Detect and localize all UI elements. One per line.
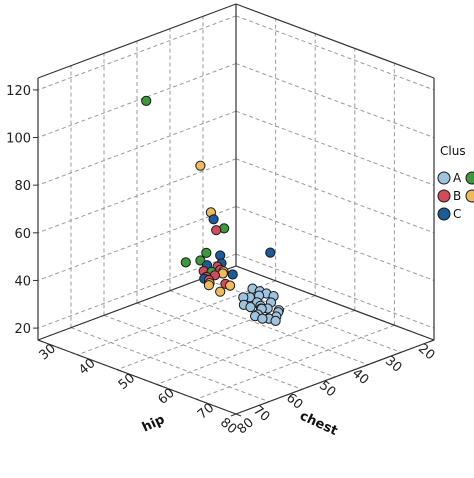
wall-gridline-z-left [37, 63, 237, 139]
data-point [195, 160, 206, 171]
legend-label: C [453, 207, 461, 221]
data-point [211, 225, 222, 236]
chest-tick [329, 376, 336, 380]
data-point [180, 257, 191, 268]
floor-gridline-hip [156, 309, 355, 385]
data-point [215, 286, 226, 297]
legend-label: B [453, 189, 461, 203]
chest-tick-label: 70 [250, 403, 272, 425]
wall-gridline-z-right [235, 158, 435, 234]
data-point [225, 280, 236, 291]
legend-marker [437, 171, 451, 185]
z-tick-label: 80 [14, 179, 31, 194]
z-tick-label: 20 [14, 322, 31, 337]
wall-gridline-z-right [235, 110, 435, 186]
legend-title: Clus [440, 144, 466, 158]
legend-label: A [453, 171, 462, 185]
chest-tick [428, 339, 435, 343]
hip-tick [37, 339, 44, 343]
chest-tick-label: 30 [382, 354, 404, 376]
data-point [208, 214, 219, 225]
chest-tick-label: 40 [349, 366, 371, 388]
hip-tick-label: 40 [76, 356, 98, 378]
wall-gridline-z-right [235, 205, 435, 281]
data-point [141, 95, 152, 107]
hip-axis-title: hip [140, 412, 167, 435]
left-top-edge [37, 3, 237, 79]
tick-labels-layer: 2030405060708030405060708020406080100120… [6, 84, 437, 439]
wall-gridline-z-right [235, 253, 435, 329]
floor-gridline-chest [136, 302, 336, 378]
wall-gridline-z-right [235, 15, 435, 91]
floor-gridline-hip [77, 280, 276, 356]
z-tick-label: 60 [14, 227, 31, 242]
chest-tick [230, 413, 237, 417]
legend-marker [465, 189, 474, 203]
hip-tick-label: 70 [195, 400, 217, 422]
wall-gridline-z-right [235, 63, 435, 139]
data-points-layer [141, 95, 284, 326]
hip-tick-label: 60 [155, 386, 177, 408]
z-tick-label: 100 [6, 132, 31, 147]
hip-axis-line [235, 265, 435, 341]
data-point [245, 302, 256, 313]
floor-gridline-chest [169, 290, 369, 366]
legend-marker [465, 171, 474, 185]
chest-tick [296, 388, 303, 392]
hip-tick [235, 413, 242, 417]
floor-gridline-hip [196, 324, 395, 400]
hip-tick-label: 50 [116, 371, 138, 393]
hip-tick [156, 383, 162, 387]
hip-tick [77, 354, 83, 358]
wall-gridline-z-left [37, 110, 237, 186]
data-point [270, 315, 281, 326]
front-floor-edge-left [37, 339, 237, 415]
floor-gridline-chest [70, 327, 270, 403]
legend-marker [437, 207, 451, 221]
wall-gridline-z-left [37, 15, 237, 91]
hip-tick-label: 80 [235, 415, 257, 437]
data-point [203, 280, 214, 291]
chest-tick-label: 20 [415, 341, 437, 363]
chest-tick [263, 401, 270, 405]
wall-gridline-z-left [37, 205, 237, 281]
floor-gridline-chest [103, 314, 303, 390]
legend: Clus ABC [437, 144, 474, 221]
data-point [257, 313, 268, 324]
data-point [227, 269, 238, 280]
hip-tick [196, 398, 202, 402]
data-point [201, 247, 212, 258]
chest-tick-label: 60 [283, 391, 305, 413]
chest-tick [395, 351, 402, 355]
hip-tick [117, 369, 123, 373]
chest-axis-title: chest [297, 409, 339, 439]
chest-tick [362, 364, 369, 368]
data-point [265, 247, 276, 258]
wall-gridline-z-left [37, 158, 237, 234]
right-top-edge [235, 3, 435, 79]
hip-tick-label: 30 [37, 341, 59, 363]
z-tick-label: 120 [6, 84, 31, 99]
chest-tick-label: 50 [316, 378, 338, 400]
legend-marker [437, 189, 451, 203]
floor-gridline-chest [202, 277, 402, 353]
z-tick-label: 40 [14, 274, 31, 289]
